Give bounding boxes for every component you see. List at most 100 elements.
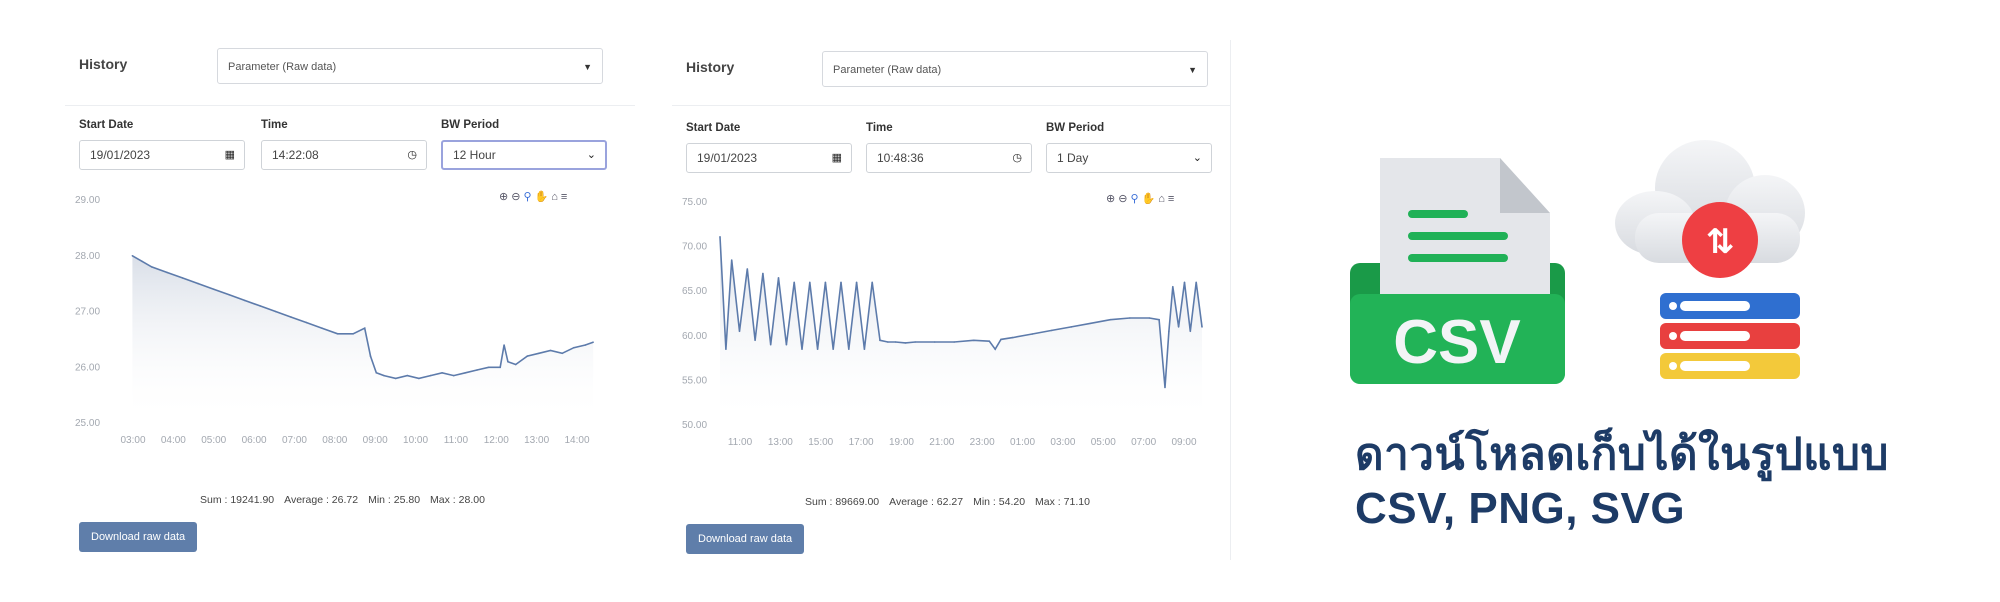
data-point — [809, 281, 811, 284]
x-tick-label: 11:00 — [444, 435, 469, 446]
chevron-down-icon: ⌄ — [586, 149, 596, 161]
data-point — [832, 348, 834, 350]
x-tick-label: 07:00 — [282, 435, 307, 446]
data-point — [212, 288, 215, 290]
time-input[interactable]: 14:22:08 ◷ — [261, 140, 427, 170]
chart-toolbar: ⊕ ⊖ ⚲ ✋ ⌂ ≡ — [1104, 192, 1175, 205]
min-stat: Min : 25.80 — [368, 494, 421, 506]
start-date-input[interactable]: 19/01/2023 ▦ — [79, 140, 245, 170]
x-tick-label: 09:00 — [363, 435, 388, 446]
data-point — [369, 355, 372, 357]
zoom-out-icon[interactable]: ⊖ — [511, 191, 522, 203]
data-point — [1158, 318, 1160, 321]
series-area — [132, 255, 594, 423]
data-point — [503, 344, 505, 346]
data-point — [793, 281, 795, 284]
data-point — [452, 374, 455, 377]
pan-hand-icon[interactable]: ✋ — [534, 191, 550, 203]
data-point — [994, 348, 996, 350]
menu-icon[interactable]: ≡ — [1167, 193, 1176, 205]
export-illustration: CSV ⇅ — [1350, 140, 1805, 384]
x-tick-label: 21:00 — [929, 437, 954, 448]
bw-period-value: 1 Day — [1057, 151, 1089, 165]
y-tick-label: 29.00 — [75, 195, 100, 206]
time-input[interactable]: 10:48:36 ◷ — [866, 143, 1032, 173]
csv-file-icon: CSV — [1350, 158, 1565, 384]
data-point — [549, 349, 552, 352]
x-tick-label: 07:00 — [1131, 437, 1156, 448]
series-area — [720, 236, 1202, 425]
max-stat: Max : 71.10 — [1035, 496, 1090, 508]
data-point — [719, 236, 721, 238]
parameter-select[interactable]: Parameter (Raw data) ▼ — [217, 48, 603, 84]
download-raw-data-button[interactable]: Download raw data — [79, 522, 198, 552]
data-point — [754, 339, 756, 342]
data-point — [197, 282, 199, 285]
data-point — [526, 355, 529, 357]
chart-toolbar: ⊕ ⊖ ⚲ ✋ ⌂ ≡ — [497, 190, 568, 203]
parameter-select[interactable]: Parameter (Raw data) ▼ — [822, 51, 1208, 87]
data-point — [383, 374, 385, 377]
y-tick-label: 28.00 — [75, 251, 100, 262]
data-point — [499, 366, 502, 369]
data-point — [769, 343, 772, 346]
data-point — [592, 341, 594, 343]
max-stat: Max : 28.00 — [430, 494, 485, 506]
data-point — [1195, 281, 1197, 284]
data-point — [730, 259, 733, 261]
data-point — [1129, 317, 1131, 319]
x-tick-label: 08:00 — [322, 435, 347, 446]
data-point — [1070, 326, 1073, 328]
zoom-out-icon[interactable]: ⊖ — [1118, 193, 1129, 205]
reset-home-icon[interactable]: ⌂ — [1158, 193, 1166, 205]
pan-hand-icon[interactable]: ✋ — [1141, 193, 1157, 205]
data-point — [375, 372, 378, 374]
reset-home-icon[interactable]: ⌂ — [551, 191, 559, 203]
x-tick-label: 03:00 — [120, 435, 145, 446]
data-point — [1168, 330, 1170, 333]
calendar-icon[interactable]: ▦ — [224, 149, 235, 161]
bw-period-label: BW Period — [1046, 122, 1105, 134]
menu-icon[interactable]: ≡ — [560, 191, 569, 203]
bw-period-select[interactable]: 1 Day ⌄ — [1046, 143, 1212, 173]
data-point — [573, 346, 575, 349]
average-stat: Average : 62.27 — [889, 496, 964, 508]
data-point — [1183, 281, 1186, 284]
data-point — [290, 316, 292, 318]
start-date-input[interactable]: 19/01/2023 ▦ — [686, 143, 852, 173]
bw-period-select[interactable]: 12 Hour ⌄ — [441, 140, 607, 170]
data-point — [243, 299, 246, 302]
download-raw-data-button[interactable]: Download raw data — [686, 524, 805, 554]
history-title: History — [686, 59, 735, 75]
time-label: Time — [866, 122, 893, 134]
data-point — [561, 352, 563, 355]
x-tick-label: 23:00 — [970, 437, 995, 448]
data-point — [514, 363, 517, 366]
data-point — [1090, 322, 1092, 325]
zoom-in-icon[interactable]: ⊕ — [499, 191, 510, 203]
data-point — [1148, 317, 1151, 319]
data-point — [746, 268, 749, 270]
chevron-down-icon: ⌄ — [1192, 152, 1202, 164]
clock-icon[interactable]: ◷ — [407, 149, 417, 161]
data-point — [871, 281, 873, 284]
zoom-in-icon[interactable]: ⊕ — [1106, 193, 1117, 205]
y-tick-label: 70.00 — [682, 242, 707, 253]
series-line — [132, 255, 594, 380]
clock-icon[interactable]: ◷ — [1012, 152, 1022, 164]
x-tick-label: 13:00 — [524, 435, 549, 446]
selection-zoom-icon[interactable]: ⚲ — [1130, 193, 1140, 205]
data-point — [894, 341, 897, 343]
selection-zoom-icon[interactable]: ⚲ — [523, 191, 533, 203]
data-point — [1011, 336, 1014, 339]
sync-arrows-icon: ⇅ — [1706, 222, 1735, 262]
data-point — [336, 333, 339, 335]
calendar-icon[interactable]: ▦ — [831, 152, 842, 164]
data-point — [762, 272, 764, 275]
data-point — [476, 369, 478, 371]
data-point — [1177, 326, 1180, 328]
data-point — [487, 366, 490, 369]
x-tick-label: 14:00 — [564, 435, 589, 446]
chart-2: 75.00 70.00 65.00 60.00 55.00 50.00 11:00 13:00… — [672, 190, 1217, 505]
data-point — [464, 372, 467, 374]
